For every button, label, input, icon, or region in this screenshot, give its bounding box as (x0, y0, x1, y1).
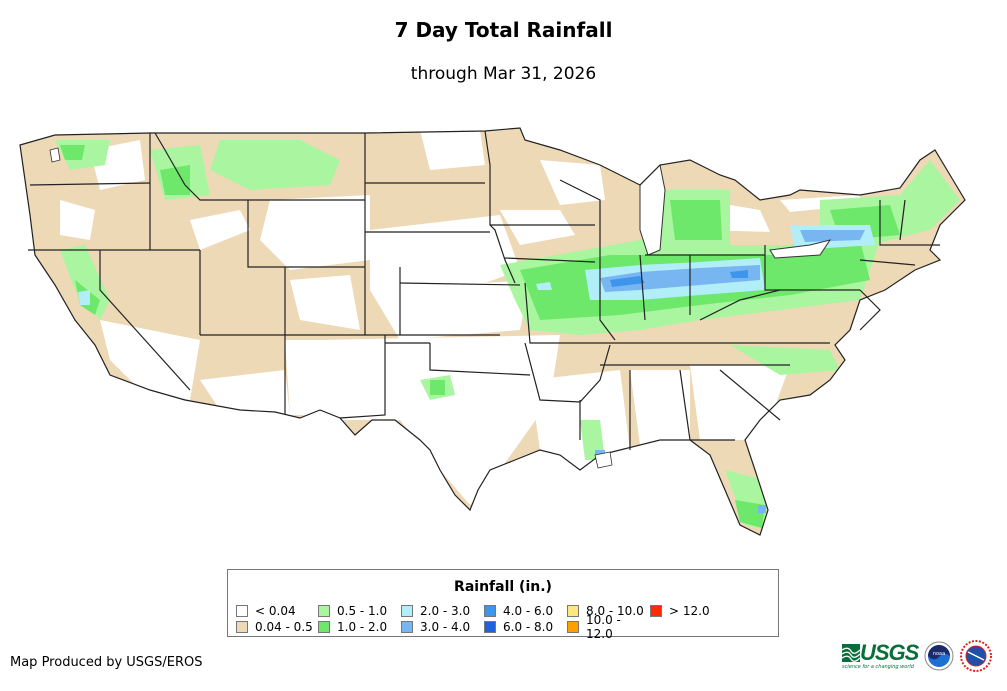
swatch-light-blue (401, 621, 413, 633)
legend-item-4-0-6-0: 4.0 - 6.0 (484, 603, 567, 619)
legend-item-8-0-10-0: 8.0 - 10.0 (567, 603, 650, 619)
usgs-wave-icon (842, 644, 860, 662)
legend-item-2-0-3-0: 2.0 - 3.0 (401, 603, 484, 619)
legend-item-6-0-8-0: 6.0 - 8.0 (484, 619, 567, 635)
swatch-white (236, 605, 248, 617)
legend-item-0-04-0-5: 0.04 - 0.5 (236, 619, 318, 635)
swatch-yellow (567, 605, 579, 617)
swatch-dark-blue (484, 621, 496, 633)
noaa-logo-icon: noaa (924, 641, 954, 671)
map-credit: Map Produced by USGS/EROS (10, 655, 203, 670)
legend-items: < 0.04 0.04 - 0.5 0.5 - 1.0 1.0 - 2.0 2.… (236, 603, 730, 641)
rainfall-map (19, 127, 966, 536)
legend-item-1-0-2-0: 1.0 - 2.0 (318, 619, 401, 635)
legend-title: Rainfall (in.) (454, 579, 552, 595)
swatch-red (650, 605, 662, 617)
swatch-tan (236, 621, 248, 633)
swatch-light-green (318, 605, 330, 617)
svg-text:noaa: noaa (933, 651, 945, 657)
swatch-blue (484, 605, 496, 617)
legend-item-gt-12-0: > 12.0 (650, 603, 730, 619)
swatch-green (318, 621, 330, 633)
legend-item-0-5-1-0: 0.5 - 1.0 (318, 603, 401, 619)
legend-item-3-0-4-0: 3.0 - 4.0 (401, 619, 484, 635)
legend-item-10-0-12-0: 10.0 - 12.0 (567, 613, 650, 641)
legend: Rainfall (in.) < 0.04 0.04 - 0.5 0.5 - 1… (227, 569, 779, 641)
agency-logos: USGS science for a changing world noaa (842, 640, 993, 672)
map-title: 7 Day Total Rainfall (394, 18, 613, 42)
legend-item-lt-0-04: < 0.04 (236, 603, 318, 619)
swatch-light-cyan (401, 605, 413, 617)
usgs-wordmark: USGS (860, 640, 919, 665)
usgs-tagline: science for a changing world (842, 664, 914, 670)
map-subtitle: through Mar 31, 2026 (410, 64, 597, 84)
swatch-orange (567, 621, 579, 633)
nws-logo-icon (960, 640, 993, 672)
usgs-logo: USGS science for a changing world (842, 640, 919, 670)
